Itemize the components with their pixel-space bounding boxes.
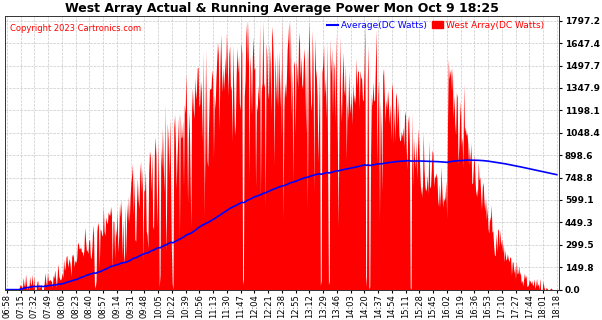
Title: West Array Actual & Running Average Power Mon Oct 9 18:25: West Array Actual & Running Average Powe… xyxy=(65,2,499,15)
Legend: Average(DC Watts), West Array(DC Watts): Average(DC Watts), West Array(DC Watts) xyxy=(327,21,544,30)
Text: Copyright 2023 Cartronics.com: Copyright 2023 Cartronics.com xyxy=(10,24,141,34)
